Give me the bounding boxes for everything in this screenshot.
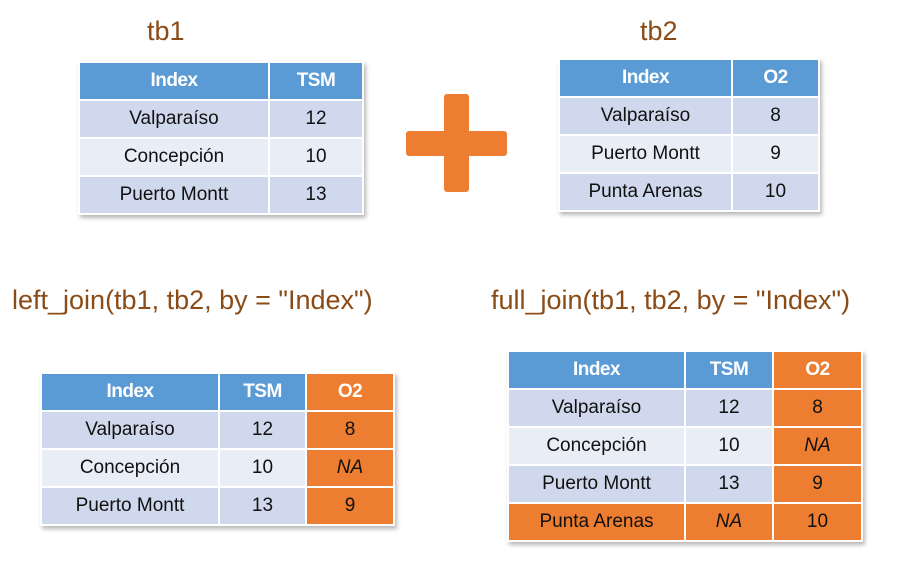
table-row: Puerto Montt 13 (78, 175, 364, 215)
table-cell: Valparaíso (78, 99, 270, 139)
tb2-title: tb2 (640, 16, 678, 46)
table-header-row: Index TSM O2 (507, 350, 863, 390)
column-header: Index (40, 372, 220, 412)
table-cell: 10 (772, 502, 863, 542)
na-cell: NA (772, 426, 863, 466)
table-cell: 9 (305, 486, 395, 526)
column-header: Index (558, 58, 733, 98)
table-cell: Puerto Montt (78, 175, 270, 215)
table-cell: 13 (684, 464, 774, 504)
column-header: TSM (268, 61, 364, 101)
table-row: Concepción 10 NA (507, 426, 863, 466)
table-cell: Valparaíso (40, 410, 220, 450)
na-cell: NA (305, 448, 395, 488)
table-row: Valparaíso 8 (558, 96, 820, 136)
table-cell: 12 (684, 388, 774, 428)
table-cell: Concepción (40, 448, 220, 488)
tb2-table: Index O2 Valparaíso 8 Puerto Montt 9 Pun… (558, 58, 820, 212)
table-cell: 13 (218, 486, 307, 526)
table-row: Punta Arenas NA 10 (507, 502, 863, 542)
table-cell: Valparaíso (507, 388, 686, 428)
column-header: Index (507, 350, 686, 390)
table-cell: 10 (268, 137, 364, 177)
tb1-table: Index TSM Valparaíso 12 Concepción 10 Pu… (78, 61, 364, 215)
table-cell: Concepción (507, 426, 686, 466)
tb1-title: tb1 (147, 16, 185, 46)
column-header: O2 (772, 350, 863, 390)
table-row: Valparaíso 12 8 (40, 410, 395, 450)
column-header: Index (78, 61, 270, 101)
table-cell: 8 (731, 96, 820, 136)
table-header-row: Index TSM (78, 61, 364, 101)
table-cell: 13 (268, 175, 364, 215)
table-row: Concepción 10 NA (40, 448, 395, 488)
table-cell: 12 (268, 99, 364, 139)
table-cell: 12 (218, 410, 307, 450)
table-header-row: Index TSM O2 (40, 372, 395, 412)
table-cell: 10 (218, 448, 307, 488)
table-row: Valparaíso 12 (78, 99, 364, 139)
table-row: Puerto Montt 13 9 (507, 464, 863, 504)
column-header: TSM (218, 372, 307, 412)
table-cell: Valparaíso (558, 96, 733, 136)
table-cell: 8 (305, 410, 395, 450)
full-join-title: full_join(tb1, tb2, by = "Index") (491, 285, 851, 315)
table-row: Puerto Montt 9 (558, 134, 820, 174)
table-cell: Punta Arenas (507, 502, 686, 542)
table-cell: Puerto Montt (558, 134, 733, 174)
column-header: O2 (731, 58, 820, 98)
left-join-title: left_join(tb1, tb2, by = "Index") (12, 285, 373, 315)
full-join-table: Index TSM O2 Valparaíso 12 8 Concepción … (507, 350, 863, 542)
table-header-row: Index O2 (558, 58, 820, 98)
table-cell: Puerto Montt (40, 486, 220, 526)
table-cell: 10 (731, 172, 820, 212)
table-cell: Punta Arenas (558, 172, 733, 212)
table-row: Valparaíso 12 8 (507, 388, 863, 428)
table-cell: 10 (684, 426, 774, 466)
na-cell: NA (684, 502, 774, 542)
column-header: TSM (684, 350, 774, 390)
table-cell: 9 (772, 464, 863, 504)
table-row: Punta Arenas 10 (558, 172, 820, 212)
table-row: Concepción 10 (78, 137, 364, 177)
left-join-table: Index TSM O2 Valparaíso 12 8 Concepción … (40, 372, 395, 526)
column-header: O2 (305, 372, 395, 412)
table-row: Puerto Montt 13 9 (40, 486, 395, 526)
table-cell: Concepción (78, 137, 270, 177)
table-cell: Puerto Montt (507, 464, 686, 504)
table-cell: 9 (731, 134, 820, 174)
table-cell: 8 (772, 388, 863, 428)
